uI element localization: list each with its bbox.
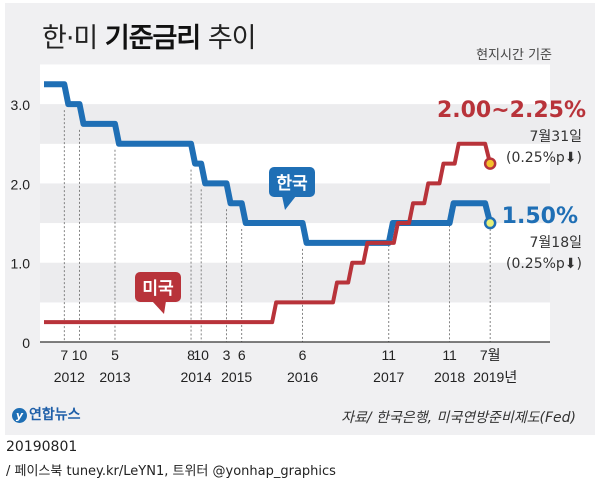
y-tick-label: 3.0 xyxy=(11,97,31,113)
korea-end-point xyxy=(483,216,497,230)
grid-band xyxy=(40,262,550,303)
kr-rate-date: 7월18일 xyxy=(529,235,582,251)
korea-callout-box xyxy=(269,167,315,197)
chart-title: 한·미 기준금리 추이 xyxy=(42,23,257,54)
korea-rate-line xyxy=(44,81,494,246)
us-callout-tail xyxy=(152,301,166,314)
grid-band xyxy=(40,64,550,105)
month-tick-label: 6 xyxy=(238,347,246,363)
year-tick-label: 2017 xyxy=(373,369,404,385)
month-tick-label: 10 xyxy=(193,347,209,363)
chart-subtitle: 현지시간 기준 xyxy=(476,48,552,63)
korea-callout-tail xyxy=(282,196,296,210)
year-tick-label: 2014 xyxy=(181,369,212,385)
logo-icon: y xyxy=(12,408,27,423)
source-note: 자료/ 한국은행, 미국연방준비제도(Fed) xyxy=(341,410,576,426)
year-tick-label: 2013 xyxy=(99,369,130,385)
month-tick-label: 11 xyxy=(381,347,396,363)
korea-callout: 한국 xyxy=(269,167,315,210)
month-tick-label: 5 xyxy=(111,347,119,363)
y-tick-label: 2.0 xyxy=(11,176,31,192)
kr-rate-change: (0.25%p⬇) xyxy=(505,256,582,272)
grid-band xyxy=(40,104,550,144)
us-callout-box xyxy=(135,272,181,302)
korea-callout-text: 한국 xyxy=(276,174,308,194)
kr-rate-label: 1.50% xyxy=(501,204,578,229)
month-tick-label: 7 xyxy=(60,347,68,363)
us-rate-date: 7월31일 xyxy=(529,129,582,145)
year-tick-label: 2015 xyxy=(221,369,252,385)
month-tick-label: 3 xyxy=(223,347,231,363)
us-rate-line xyxy=(44,141,493,325)
y-tick-label: 0 xyxy=(22,335,30,351)
grid-band xyxy=(40,223,550,263)
month-tick-label: 11 xyxy=(442,347,457,363)
us-rate-change: (0.25%p⬇) xyxy=(505,150,582,166)
y-tick-label: 1.0 xyxy=(11,256,31,272)
year-tick-label: 2018 xyxy=(434,369,465,385)
social-links: / 페이스북 tuney.kr/LeYN1, 트위터 @yonhap_graph… xyxy=(6,464,336,479)
year-tick-label: 2019년 xyxy=(473,369,517,385)
us-callout-text: 미국 xyxy=(142,279,174,299)
year-tick-label: 2016 xyxy=(287,369,318,385)
publish-date: 20190801 xyxy=(6,439,78,455)
year-tick-label: 2012 xyxy=(54,369,85,385)
month-tick-label: 6 xyxy=(299,347,307,363)
month-tick-label: 8 xyxy=(187,347,195,363)
month-tick-label: 7월 xyxy=(480,347,501,363)
yonhap-logo: y 연합뉴스 xyxy=(12,404,81,424)
us-rate-label: 2.00~2.25% xyxy=(436,98,586,123)
us-end-point xyxy=(483,157,497,170)
us-callout: 미국 xyxy=(135,272,181,314)
month-tick-label: 10 xyxy=(72,347,88,363)
